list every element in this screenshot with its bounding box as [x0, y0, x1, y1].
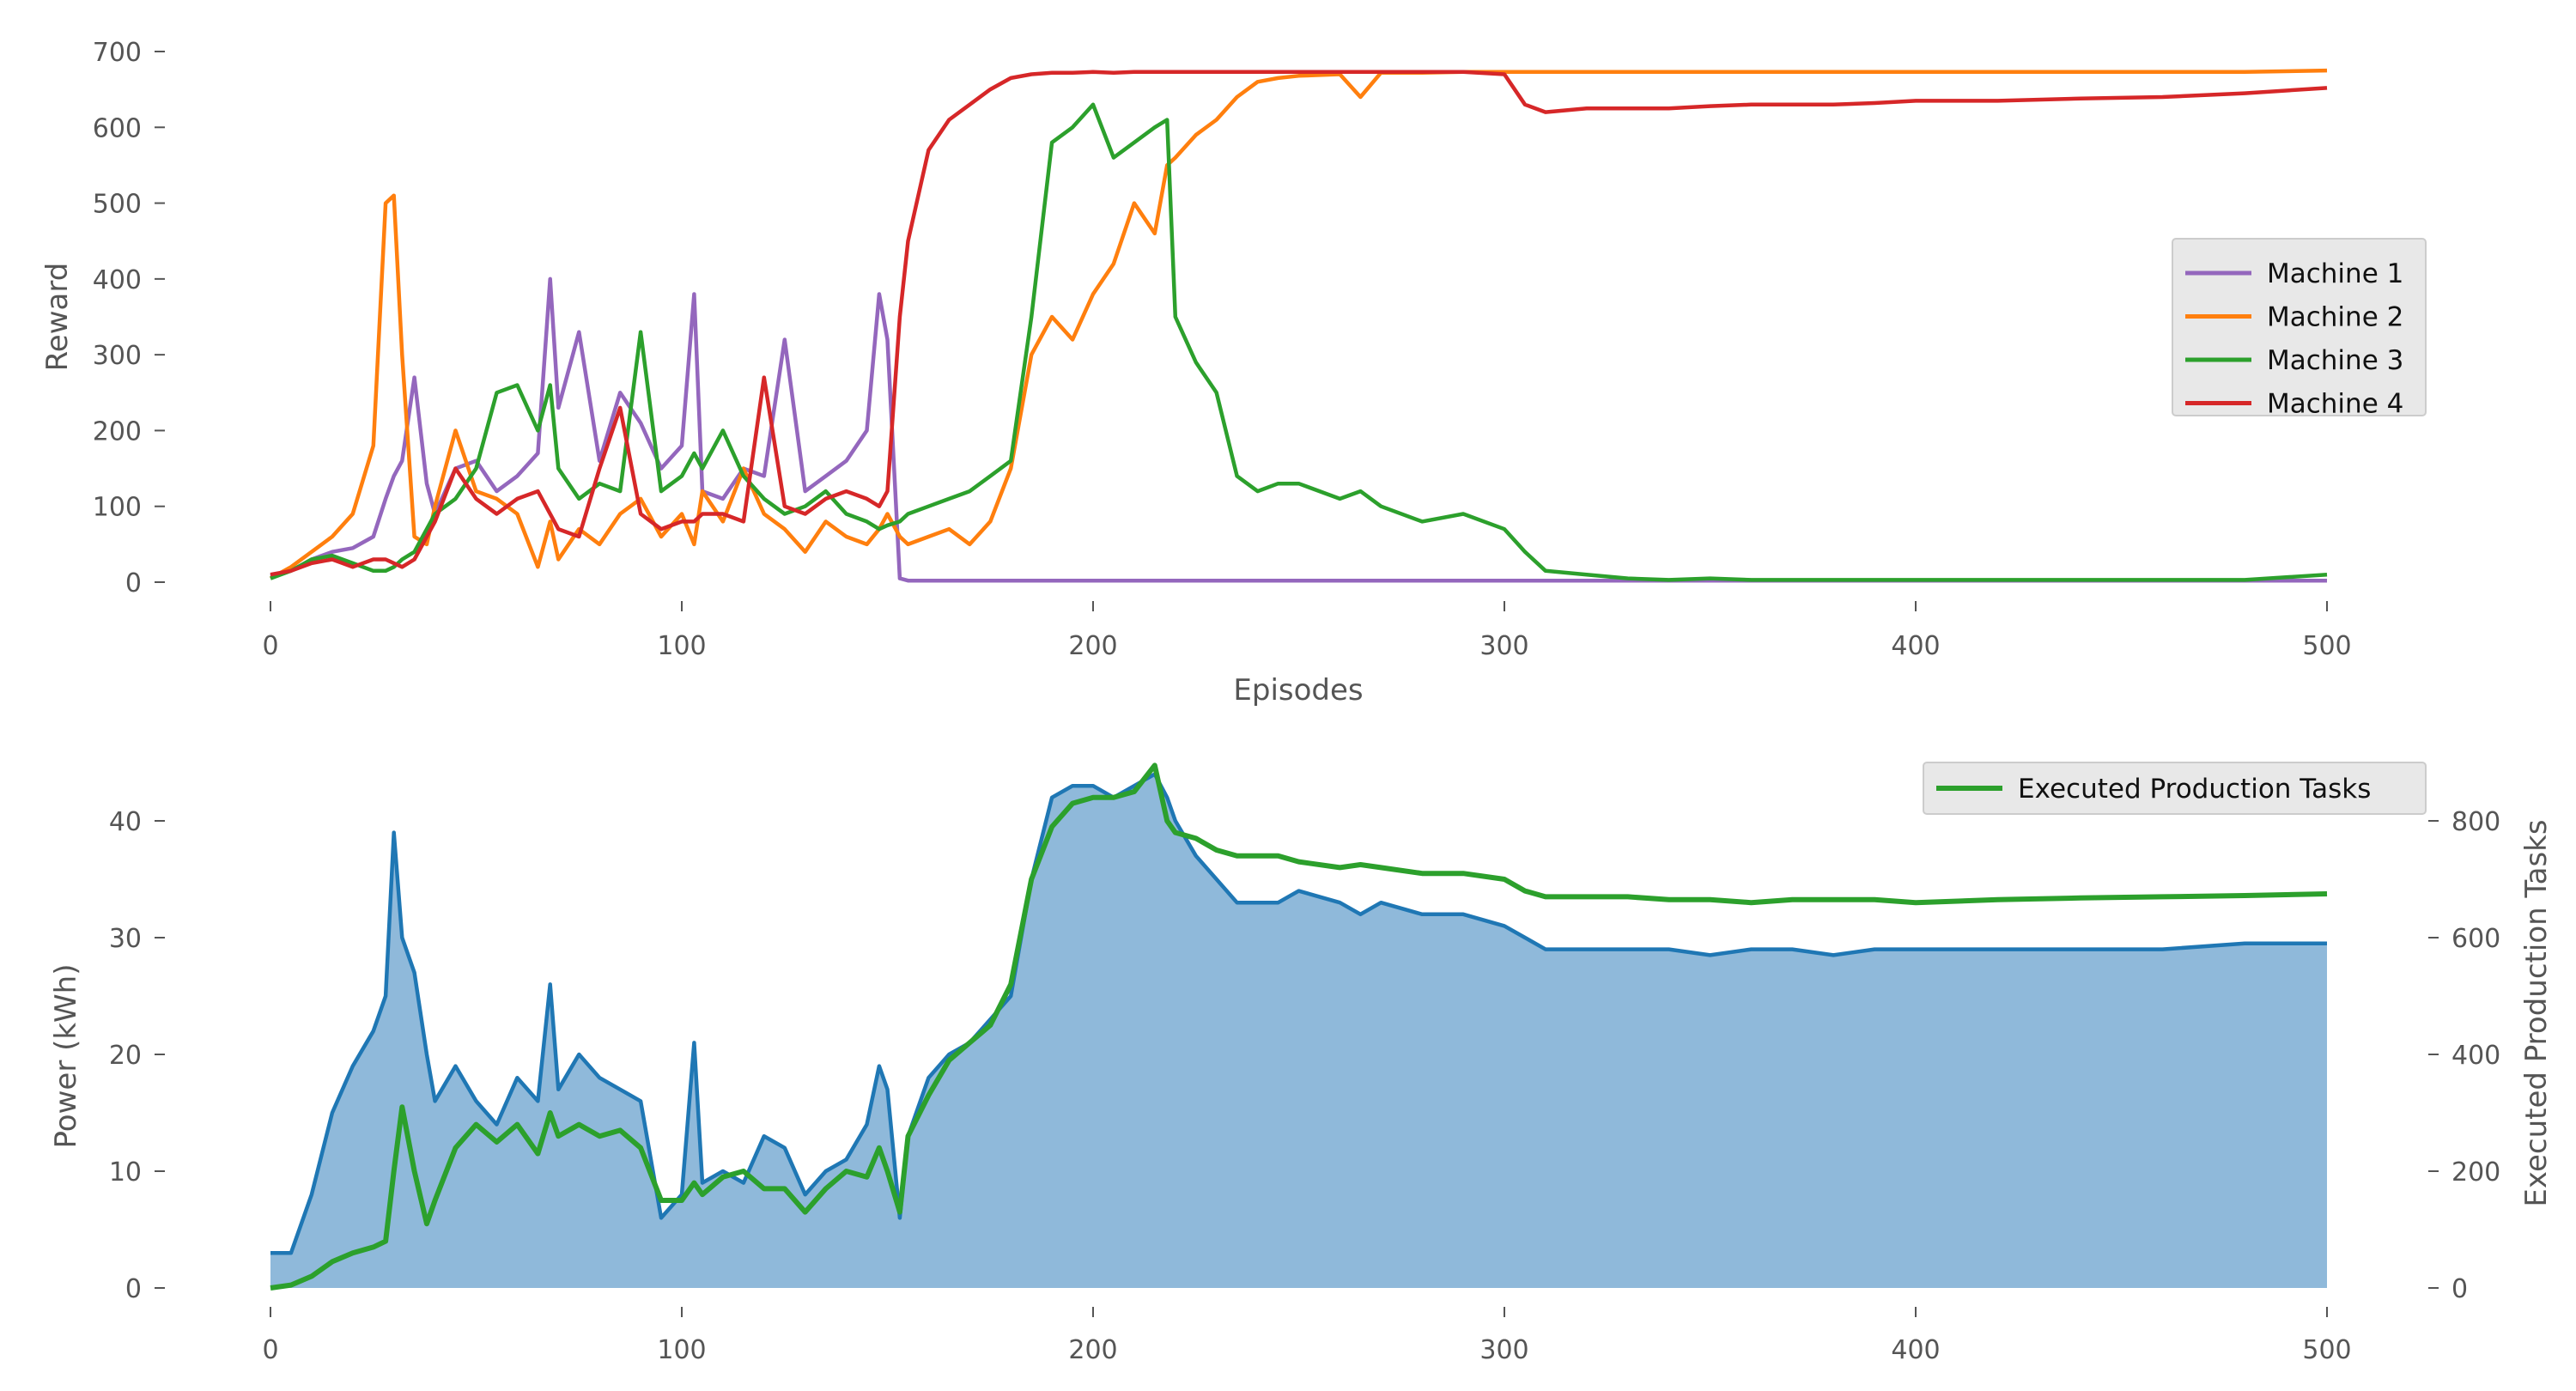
legend-label: Machine 3 [2267, 345, 2403, 376]
legend-box [1923, 762, 2427, 815]
x-axis-title: Episodes [1233, 673, 1363, 708]
series-line-machine-1 [270, 276, 2327, 583]
y-tick-label: 10 [109, 1157, 142, 1188]
x-tick-label: 300 [1479, 631, 1528, 661]
legend-label: Machine 4 [2267, 389, 2403, 420]
x-tick-label: 300 [1479, 1335, 1528, 1365]
y-axis-title: Reward [40, 263, 75, 372]
series-line-machine-3 [270, 102, 2328, 582]
legend-box [2172, 238, 2427, 416]
y-tick-label: 300 [93, 341, 142, 371]
legend-label: Executed Production Tasks [2018, 774, 2371, 805]
y-tick-label: 30 [109, 924, 142, 954]
y-tick-label: 200 [93, 416, 142, 446]
reward-chart: 0 100 200 300 400 500 600 700 0 100 200 300 400 500 Ep… [40, 38, 2427, 708]
y-tick-label: 40 [109, 807, 142, 837]
series-line-machine-4 [270, 70, 2328, 577]
y-axis-title: Power (kWh) [49, 964, 83, 1149]
y-tick-label: 600 [93, 113, 142, 143]
x-tick-label: 500 [2302, 1335, 2351, 1365]
legend-label: Machine 1 [2267, 258, 2403, 289]
y-right-axis-title: Executed Production Tasks [2519, 819, 2554, 1206]
x-tick-label: 400 [1891, 631, 1940, 661]
tasks-line [270, 762, 2328, 1291]
x-tick-label: 100 [657, 631, 706, 661]
y-tick-label: 100 [93, 493, 142, 523]
power-area [270, 774, 2327, 1288]
legend-label: Machine 2 [2267, 302, 2403, 333]
y-right-tick-label: 200 [2451, 1157, 2500, 1188]
power-line [270, 772, 2327, 1255]
y-right-tick-label: 800 [2451, 807, 2500, 837]
x-tick-label: 100 [657, 1335, 706, 1365]
y-right-tick-label: 0 [2451, 1274, 2468, 1304]
y-tick-label: 20 [109, 1041, 142, 1071]
x-tick-label: 500 [2302, 631, 2351, 661]
y-tick-label: 700 [93, 38, 142, 68]
series-line-machine-2 [269, 68, 2328, 580]
y-tick-label: 400 [93, 265, 142, 295]
y-tick-label: 0 [125, 568, 142, 598]
y-right-tick-label: 600 [2451, 924, 2500, 954]
x-tick-label: 400 [1891, 1335, 1940, 1365]
x-tick-label: 0 [262, 631, 278, 661]
y-right-tick-label: 400 [2451, 1041, 2500, 1071]
y-tick-label: 500 [93, 190, 142, 220]
x-tick-label: 0 [262, 1335, 278, 1365]
y-tick-label: 0 [125, 1274, 142, 1304]
x-tick-label: 200 [1068, 631, 1117, 661]
x-tick-label: 200 [1068, 1335, 1117, 1365]
